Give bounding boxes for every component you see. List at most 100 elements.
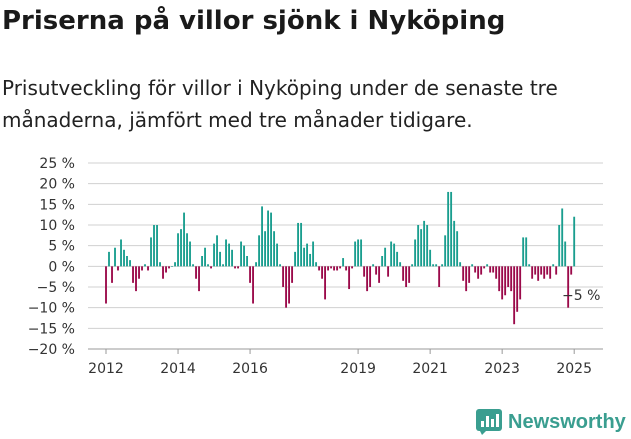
x-tick-label: 2021 [412, 361, 448, 377]
bar [459, 262, 462, 267]
bar [306, 243, 308, 267]
bar [156, 225, 158, 267]
bar [150, 237, 152, 267]
bar [141, 266, 143, 271]
bar [468, 266, 471, 283]
bar [435, 264, 438, 267]
bar [300, 222, 303, 267]
bar [162, 266, 164, 279]
bar [165, 266, 167, 273]
bar [366, 266, 369, 292]
bar [375, 266, 378, 275]
bar [387, 266, 390, 277]
bar [363, 266, 366, 277]
bar [138, 266, 140, 279]
bars [105, 191, 576, 325]
bar [351, 266, 354, 269]
bar [219, 251, 221, 267]
bar [411, 264, 414, 267]
bar [378, 266, 381, 283]
bar [270, 212, 272, 267]
bar [276, 243, 278, 267]
y-tick-label: 15 % [39, 197, 75, 213]
bar [369, 266, 372, 287]
bar [117, 266, 119, 271]
bar [135, 266, 137, 292]
bar [282, 266, 285, 287]
bar [405, 266, 408, 287]
bar [447, 191, 450, 267]
bar [348, 266, 351, 290]
bar [318, 266, 321, 271]
bar [132, 266, 134, 283]
bar [345, 266, 348, 271]
bar [231, 249, 233, 267]
bar [423, 220, 426, 267]
bar [177, 233, 179, 267]
bar [393, 243, 396, 267]
bar [558, 225, 561, 267]
bar [333, 266, 336, 271]
bar [123, 249, 125, 267]
bar [192, 264, 194, 267]
y-tick-label: −20 % [28, 342, 75, 358]
chart-subtitle: Prisutveckling för villor i Nyköping und… [2, 76, 558, 132]
y-tick-label: −10 % [28, 301, 75, 317]
bar [321, 266, 324, 279]
bar [516, 266, 519, 312]
y-axis-tick-labels: −20 % −15 % −10 % −5 % 0 % 5 % 10 % 15 % 20 % 25 … [28, 156, 75, 358]
y-tick-label: 10 % [39, 218, 75, 234]
bar [564, 241, 567, 267]
annotations: −5 % [562, 288, 600, 304]
bar [243, 245, 245, 267]
bar [147, 266, 149, 271]
x-tick-label: 2012 [88, 361, 124, 377]
bar [429, 249, 432, 267]
bar [207, 264, 209, 267]
bar [531, 266, 534, 279]
bar [453, 220, 456, 267]
bar [210, 266, 212, 269]
bar [534, 266, 537, 275]
bar [228, 243, 230, 267]
bar [252, 266, 254, 304]
bar [477, 266, 480, 279]
y-tick-label: 5 % [48, 239, 75, 255]
bar [441, 264, 444, 267]
bar [414, 239, 417, 267]
bar [195, 266, 197, 279]
bar [546, 266, 549, 275]
bar [294, 251, 297, 267]
bar [570, 266, 573, 275]
bar [561, 208, 564, 267]
bar [486, 264, 489, 267]
bar [372, 264, 375, 267]
bar [573, 216, 576, 267]
bar [336, 266, 339, 271]
bar [555, 266, 558, 275]
bar [258, 235, 260, 267]
bar [261, 206, 263, 267]
bar [240, 241, 242, 267]
bar [528, 264, 531, 267]
bar [480, 266, 483, 275]
bar [108, 251, 110, 267]
bar [342, 258, 345, 267]
bar [234, 266, 236, 269]
y-tick-label: 0 % [48, 259, 75, 275]
bar [417, 225, 420, 267]
bar [483, 266, 486, 269]
bar [402, 266, 405, 281]
bar [291, 266, 294, 283]
bar [525, 237, 528, 267]
bar [225, 239, 227, 267]
bar [114, 247, 116, 267]
bar [213, 243, 215, 267]
bar [543, 266, 546, 279]
bar-chart-logo-icon [476, 409, 502, 435]
bar [273, 231, 276, 267]
bar [420, 229, 423, 267]
bar [126, 256, 128, 267]
x-tick-label: 2023 [484, 361, 520, 377]
